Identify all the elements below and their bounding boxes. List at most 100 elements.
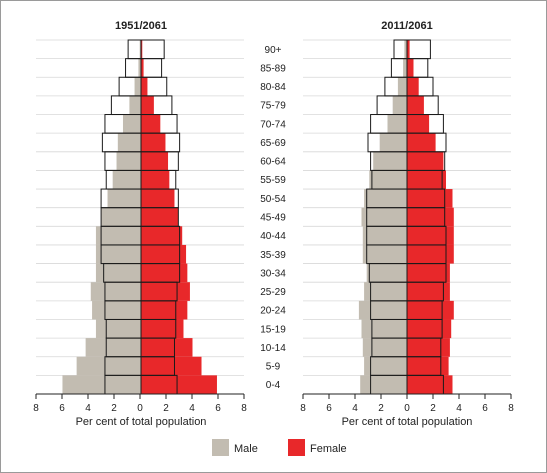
- legend-female-label: Female: [310, 443, 347, 455]
- left-female-bar-40-44: [141, 226, 183, 245]
- left-female-bar-15-19: [141, 319, 184, 339]
- left-male-bar-40-44: [95, 226, 141, 245]
- right-male-bar-55-59: [369, 170, 407, 190]
- left-female-bar-20-24: [141, 300, 188, 320]
- right-male-bar-20-24: [358, 300, 407, 320]
- left-male-bar-35-39: [95, 244, 141, 264]
- left-female-bar-10-14: [141, 338, 193, 357]
- panel-2011-2061: 8 6 4 2 0 2 4 6 8 2011/2061 Per cent of total popu…: [300, 20, 514, 428]
- right-tick-label: 6: [326, 403, 332, 414]
- left-male-outline-90+: [127, 39, 142, 60]
- left-female-bar-50-54: [141, 189, 175, 208]
- legend-male-swatch: [212, 439, 229, 456]
- right-female-bar-30-34: [407, 263, 450, 283]
- right-male-bar-30-34: [366, 263, 407, 283]
- right-female-bar-70-74: [407, 114, 430, 134]
- age-label-60-64: 60-64: [260, 157, 286, 168]
- right-female-bar-90+: [407, 40, 410, 59]
- panel-1951-2061: 8 6 4 2 0 2 4 6 8 1951/2061 Per cent of total popu…: [33, 20, 247, 428]
- left-male-bar-70-74: [122, 114, 141, 134]
- right-female-bar-45-49: [407, 207, 454, 227]
- left-tick-label: 2: [163, 403, 169, 414]
- left-male-bar-20-24: [92, 300, 141, 320]
- left-tick-label: 6: [215, 403, 221, 414]
- age-label-50-54: 50-54: [260, 194, 286, 205]
- right-female-bar-85-89: [407, 58, 414, 78]
- legend-male-label: Male: [234, 443, 258, 455]
- legend: Male Female: [212, 439, 347, 456]
- left-female-bar-30-34: [141, 263, 188, 283]
- left-female-bar-90+: [141, 40, 143, 59]
- right-x-axis-label: Per cent of total population: [342, 416, 473, 428]
- age-label-90+: 90+: [265, 45, 282, 56]
- left-tick-label: 4: [85, 403, 91, 414]
- left-male-bar-45-49: [101, 207, 141, 227]
- left-female-bar-60-64: [141, 151, 169, 171]
- left-female-outline-85-89: [140, 58, 163, 78]
- right-female-outline-90+: [406, 39, 431, 60]
- right-male-bar-25-29: [364, 282, 407, 301]
- left-female-bar-65-69: [141, 133, 166, 152]
- left-male-bar-65-69: [117, 133, 141, 152]
- left-tick-label: 8: [33, 403, 39, 414]
- age-label-75-79: 75-79: [260, 101, 286, 112]
- right-male-bar-85-89: [403, 58, 407, 78]
- right-female-bar-50-54: [407, 189, 453, 208]
- age-label-0-4: 0-4: [266, 380, 281, 391]
- age-label-45-49: 45-49: [260, 213, 286, 224]
- age-label-25-29: 25-29: [260, 287, 286, 298]
- right-male-bar-90+: [404, 40, 407, 59]
- right-male-bar-45-49: [361, 207, 407, 227]
- left-male-bar-15-19: [95, 319, 141, 339]
- left-tick-label: 4: [189, 403, 195, 414]
- right-female-bar-35-39: [407, 244, 454, 264]
- age-group-labels: 0-4 5-9 10-14 15-19 20-24 25-29 30-34 35-39 40-4…: [260, 45, 286, 391]
- age-label-80-84: 80-84: [260, 82, 286, 93]
- left-female-bar-45-49: [141, 207, 179, 227]
- right-male-bar-50-54: [364, 189, 407, 208]
- left-female-bar-0-4: [141, 375, 217, 394]
- left-x-axis-label: Per cent of total population: [76, 416, 207, 428]
- right-male-bar-60-64: [373, 151, 407, 171]
- left-female-bar-55-59: [141, 170, 170, 190]
- age-label-85-89: 85-89: [260, 63, 286, 74]
- right-female-bar-65-69: [407, 133, 436, 152]
- left-male-bar-60-64: [116, 151, 141, 171]
- left-female-bar-5-9: [141, 356, 202, 376]
- age-label-70-74: 70-74: [260, 119, 286, 130]
- right-female-bar-75-79: [407, 95, 424, 115]
- right-tick-label: 2: [430, 403, 436, 414]
- left-tick-label: 2: [111, 403, 117, 414]
- age-label-65-69: 65-69: [260, 138, 286, 149]
- age-label-40-44: 40-44: [260, 231, 286, 242]
- right-male-bar-80-84: [397, 77, 407, 96]
- left-male-bar-90+: [139, 40, 141, 59]
- left-male-bar-25-29: [90, 282, 141, 301]
- left-male-bar-80-84: [134, 77, 141, 96]
- right-tick-label: 4: [456, 403, 462, 414]
- left-female-bar-35-39: [141, 244, 187, 264]
- right-female-bar-60-64: [407, 151, 444, 171]
- right-female-bar-80-84: [407, 77, 419, 96]
- left-female-outline-90+: [140, 39, 165, 60]
- right-male-bar-40-44: [362, 226, 407, 245]
- right-female-bar-25-29: [407, 282, 450, 301]
- left-male-bar-50-54: [107, 189, 141, 208]
- right-female-bar-10-14: [407, 338, 450, 357]
- age-label-10-14: 10-14: [260, 343, 286, 354]
- age-label-20-24: 20-24: [260, 306, 286, 317]
- age-label-5-9: 5-9: [266, 362, 281, 373]
- right-male-bar-5-9: [364, 356, 407, 376]
- right-tick-label: 8: [508, 403, 514, 414]
- left-male-bar-75-79: [129, 95, 141, 115]
- age-label-30-34: 30-34: [260, 268, 286, 279]
- left-female-bar-85-89: [141, 58, 144, 78]
- right-female-bar-20-24: [407, 300, 454, 320]
- age-label-55-59: 55-59: [260, 175, 286, 186]
- right-female-bar-55-59: [407, 170, 446, 190]
- left-male-bar-30-34: [95, 263, 141, 283]
- left-female-bar-80-84: [141, 77, 148, 96]
- right-male-bar-70-74: [387, 114, 407, 134]
- right-female-bar-5-9: [407, 356, 449, 376]
